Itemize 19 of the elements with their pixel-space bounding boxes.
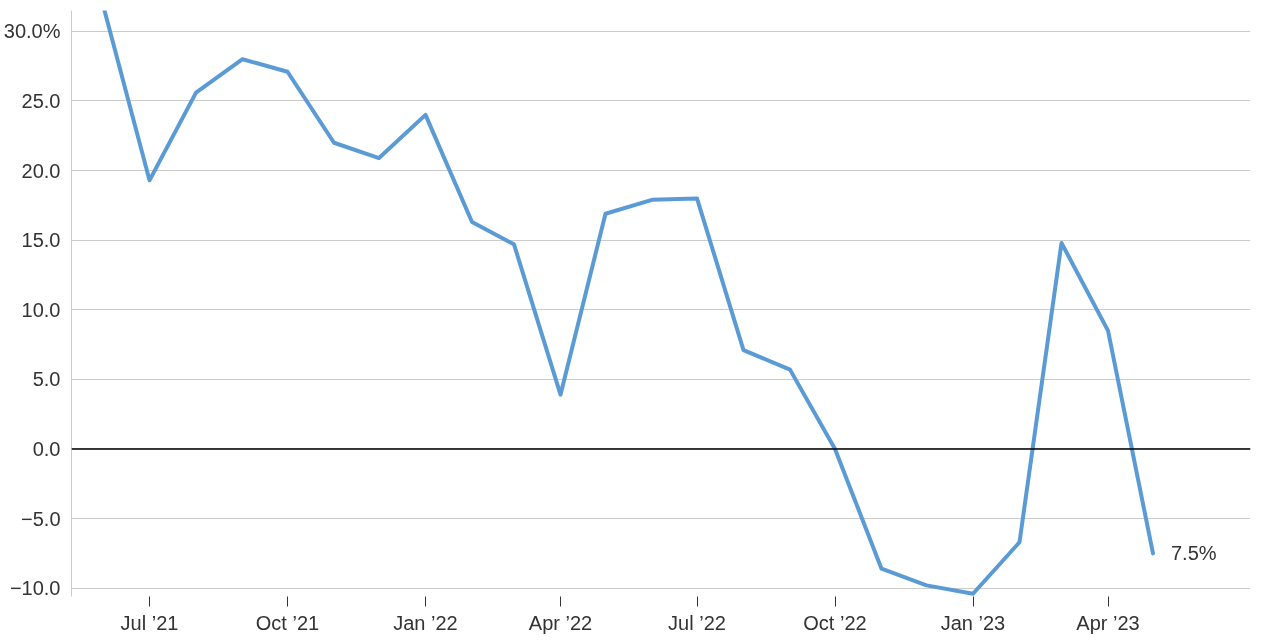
y-tick-label: 15.0 <box>21 229 61 252</box>
y-tick-label: −10.0 <box>9 577 61 600</box>
x-tick-label: Jul ’21 <box>120 611 179 634</box>
x-tick-label: Jan ’22 <box>393 611 458 634</box>
y-tick-label: 0.0 <box>32 437 61 460</box>
y-tick-label: 5.0 <box>32 368 61 391</box>
x-tick-label: Jul ’22 <box>668 611 726 634</box>
x-tick-label: Oct ’22 <box>803 611 867 634</box>
y-tick-label: 20.0 <box>21 159 61 182</box>
y-tick-label: 30.0% <box>3 20 61 43</box>
x-tick-label: Jan ’23 <box>940 611 1006 634</box>
x-tick-label: Oct ’21 <box>255 611 320 634</box>
y-tick-label: 25.0 <box>21 89 61 112</box>
x-tick-label: Apr ’23 <box>1076 611 1140 634</box>
annotation: 7.5% <box>1171 542 1217 565</box>
y-tick-label: 10.0 <box>21 298 61 321</box>
x-tick-label: Apr ’22 <box>528 611 593 634</box>
y-tick-label: −5.0 <box>21 507 61 530</box>
line-series <box>102 10 1155 596</box>
